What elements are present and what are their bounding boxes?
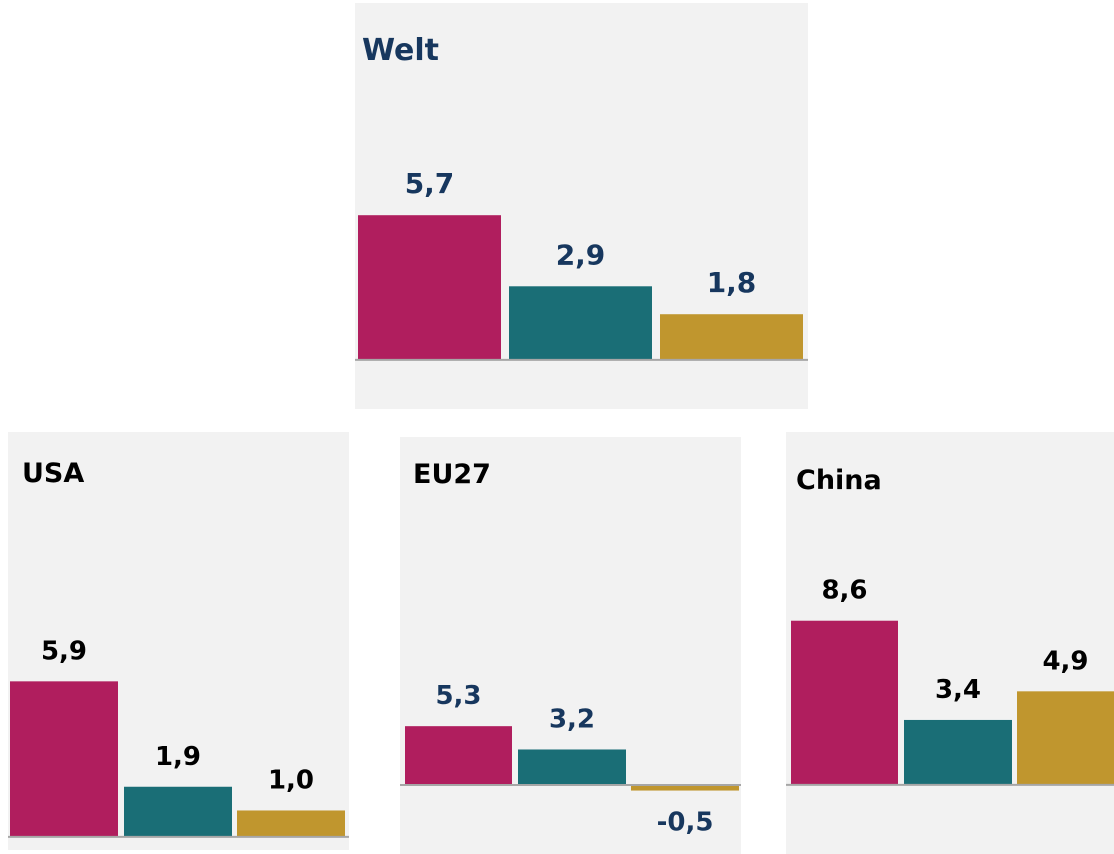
value-label: -0,5 — [657, 808, 714, 838]
bar — [405, 726, 512, 785]
chart-title: China — [796, 465, 882, 496]
value-label: 1,8 — [707, 266, 757, 299]
bar — [660, 314, 803, 360]
value-label: 5,9 — [41, 636, 87, 666]
bar — [509, 286, 652, 360]
value-label: 4,9 — [1042, 646, 1088, 676]
value-label: 5,3 — [435, 681, 481, 711]
panel — [400, 437, 741, 854]
value-label: 8,6 — [821, 576, 867, 606]
bar — [791, 620, 898, 785]
bar — [1017, 691, 1114, 785]
chart-title: EU27 — [413, 459, 491, 490]
bar — [358, 215, 501, 360]
bar — [631, 785, 739, 791]
bar — [124, 786, 232, 837]
chart-title: Welt — [362, 33, 439, 68]
value-label: 1,9 — [155, 742, 201, 772]
bar — [904, 719, 1012, 785]
bar — [518, 749, 626, 785]
value-label: 2,9 — [556, 238, 606, 271]
value-label: 1,0 — [268, 765, 314, 795]
value-label: 3,2 — [549, 704, 595, 734]
value-label: 5,7 — [405, 167, 455, 200]
value-label: 3,4 — [935, 675, 981, 705]
chart-title: USA — [22, 458, 84, 489]
bar — [10, 681, 118, 837]
bar — [237, 810, 345, 837]
